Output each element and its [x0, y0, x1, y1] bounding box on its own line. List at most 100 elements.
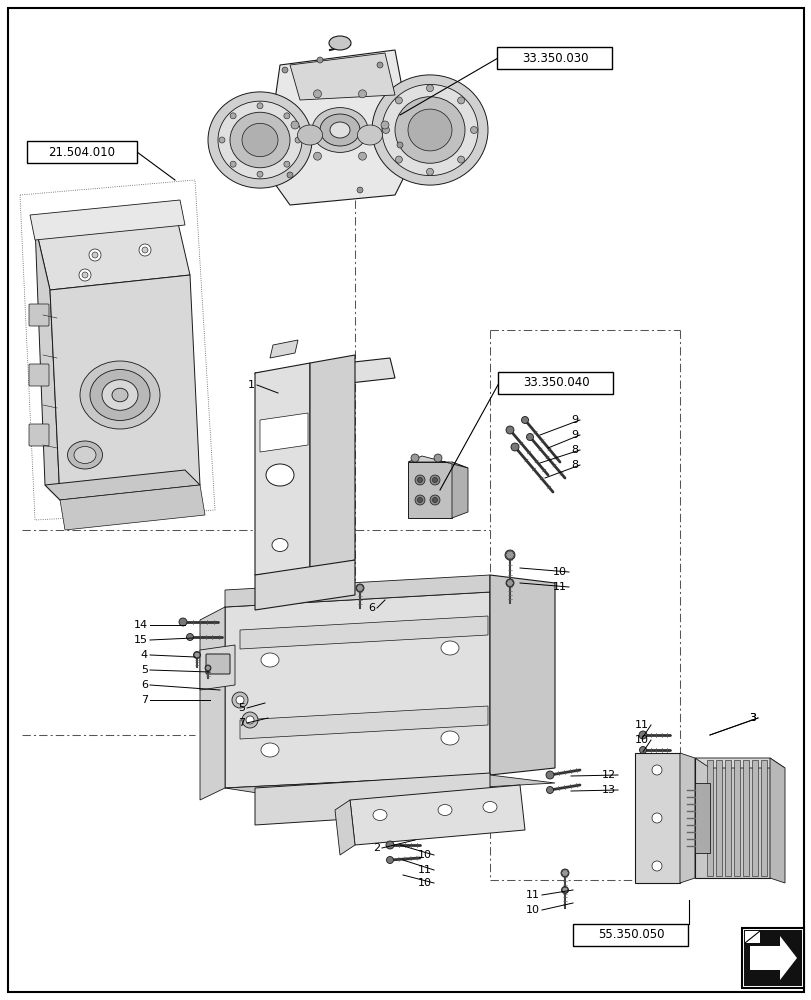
Polygon shape — [505, 551, 514, 559]
Ellipse shape — [357, 125, 382, 145]
Circle shape — [284, 113, 290, 119]
Text: 11: 11 — [526, 890, 539, 900]
Circle shape — [79, 269, 91, 281]
Circle shape — [313, 152, 321, 160]
Polygon shape — [290, 53, 394, 100]
Polygon shape — [560, 870, 568, 876]
Circle shape — [219, 137, 225, 143]
Circle shape — [257, 171, 263, 177]
Ellipse shape — [80, 361, 160, 429]
Text: 7: 7 — [238, 718, 245, 728]
Polygon shape — [769, 758, 784, 883]
Ellipse shape — [102, 380, 138, 410]
Polygon shape — [240, 706, 487, 739]
Bar — [724, 760, 730, 876]
Polygon shape — [679, 753, 694, 883]
Text: 10: 10 — [552, 567, 566, 577]
Circle shape — [204, 665, 211, 671]
FancyBboxPatch shape — [29, 304, 49, 326]
Circle shape — [510, 443, 518, 451]
Circle shape — [187, 634, 193, 641]
Text: 21.504.010: 21.504.010 — [49, 146, 115, 159]
Polygon shape — [694, 758, 769, 878]
Circle shape — [139, 244, 151, 256]
Polygon shape — [255, 560, 354, 610]
Ellipse shape — [266, 464, 294, 486]
Circle shape — [385, 841, 393, 849]
Text: 8: 8 — [570, 460, 577, 470]
Circle shape — [651, 861, 661, 871]
Polygon shape — [260, 413, 307, 452]
Text: 12: 12 — [601, 770, 616, 780]
Polygon shape — [506, 580, 513, 586]
Text: 1: 1 — [247, 380, 255, 390]
Circle shape — [395, 156, 402, 163]
Circle shape — [504, 550, 514, 560]
Polygon shape — [350, 785, 525, 845]
Ellipse shape — [407, 109, 452, 151]
Polygon shape — [45, 470, 200, 500]
Circle shape — [430, 475, 440, 485]
Text: 4: 4 — [140, 650, 148, 660]
Ellipse shape — [440, 641, 458, 655]
Bar — [27, 141, 137, 163]
Circle shape — [521, 416, 528, 424]
Ellipse shape — [90, 369, 150, 420]
Polygon shape — [255, 363, 310, 575]
Circle shape — [410, 454, 418, 462]
FancyBboxPatch shape — [29, 424, 49, 446]
Bar — [573, 924, 688, 946]
Text: 3: 3 — [748, 713, 755, 723]
Circle shape — [414, 475, 424, 485]
Text: 13: 13 — [601, 785, 616, 795]
Circle shape — [546, 786, 553, 793]
Text: 10: 10 — [418, 878, 431, 888]
Text: 33.350.040: 33.350.040 — [522, 376, 589, 389]
Polygon shape — [356, 585, 363, 591]
Polygon shape — [255, 773, 489, 825]
Text: 5: 5 — [238, 703, 245, 713]
Circle shape — [395, 97, 402, 104]
Circle shape — [92, 252, 98, 258]
Text: 5: 5 — [141, 665, 148, 675]
Circle shape — [545, 771, 553, 779]
Bar — [760, 760, 766, 876]
Ellipse shape — [311, 108, 367, 152]
Polygon shape — [264, 50, 414, 205]
Circle shape — [638, 731, 646, 739]
Polygon shape — [310, 355, 354, 570]
Text: 15: 15 — [134, 635, 148, 645]
Ellipse shape — [272, 538, 288, 552]
Circle shape — [230, 113, 236, 119]
Circle shape — [358, 152, 366, 160]
Polygon shape — [255, 358, 394, 393]
Circle shape — [651, 765, 661, 775]
Polygon shape — [225, 775, 554, 798]
Polygon shape — [240, 616, 487, 649]
Circle shape — [426, 85, 433, 92]
Ellipse shape — [483, 801, 496, 812]
Circle shape — [357, 187, 363, 193]
Ellipse shape — [112, 388, 128, 402]
Ellipse shape — [297, 125, 322, 145]
Bar — [733, 760, 739, 876]
Text: 10: 10 — [418, 850, 431, 860]
Circle shape — [284, 161, 290, 167]
Ellipse shape — [260, 743, 279, 757]
Text: 11: 11 — [634, 720, 648, 730]
Polygon shape — [60, 485, 204, 530]
Circle shape — [397, 142, 402, 148]
Circle shape — [232, 692, 247, 708]
Circle shape — [457, 156, 464, 163]
Polygon shape — [561, 887, 568, 893]
Bar — [743, 930, 801, 986]
Ellipse shape — [260, 653, 279, 667]
FancyBboxPatch shape — [29, 364, 49, 386]
Polygon shape — [407, 462, 452, 518]
Circle shape — [313, 90, 321, 98]
Text: 6: 6 — [141, 680, 148, 690]
Polygon shape — [225, 592, 489, 788]
Ellipse shape — [381, 84, 478, 176]
Polygon shape — [35, 210, 190, 290]
Text: 7: 7 — [140, 695, 148, 705]
